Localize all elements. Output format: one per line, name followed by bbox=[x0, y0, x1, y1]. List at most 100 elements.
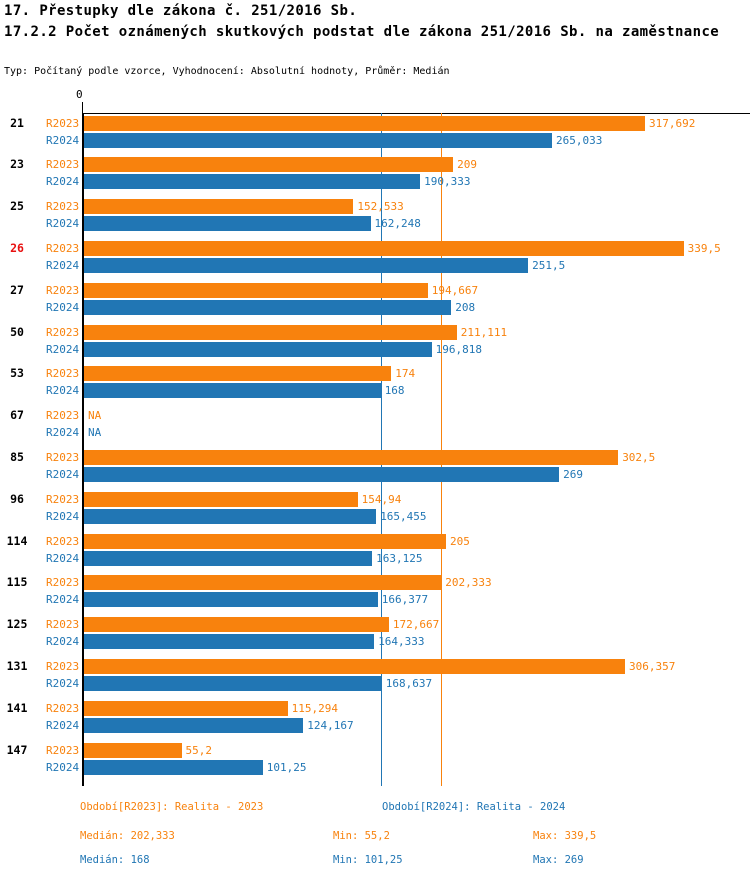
bar-r2024 bbox=[84, 508, 377, 524]
bar-r2024 bbox=[84, 257, 529, 273]
series-label-r2024: R2024 bbox=[46, 133, 80, 147]
series-label-r2023: R2023 bbox=[46, 659, 80, 673]
bar-value-label-r2024: 168,637 bbox=[385, 676, 433, 690]
series-label-r2023: R2023 bbox=[46, 158, 80, 172]
series-label-r2024: R2024 bbox=[46, 676, 80, 690]
series-label-r2024: R2024 bbox=[46, 384, 80, 398]
bar-value-label-r2024: 163,125 bbox=[376, 551, 423, 565]
category-label: 115 bbox=[6, 575, 28, 590]
bar-value-label-r2024: 168 bbox=[384, 384, 405, 398]
series-label-r2024: R2024 bbox=[46, 342, 80, 356]
category-label: 147 bbox=[6, 742, 28, 757]
bar-value-label-r2023: 302,5 bbox=[622, 450, 656, 464]
bar-r2024 bbox=[84, 216, 371, 232]
bar-value-label-r2024: 251,5 bbox=[532, 258, 566, 272]
bar-r2024 bbox=[84, 383, 381, 399]
bar-r2024 bbox=[84, 466, 560, 482]
series-label-r2023: R2023 bbox=[46, 241, 80, 255]
bar-r2024 bbox=[84, 174, 421, 190]
median-line-r2024 bbox=[380, 113, 382, 786]
series-label-r2023: R2023 bbox=[46, 743, 80, 757]
bar-r2024 bbox=[84, 592, 378, 608]
bar-value-label-r2023: 205 bbox=[450, 534, 470, 548]
category-label: 21 bbox=[10, 115, 24, 130]
bar-r2024 bbox=[84, 550, 373, 566]
series-label-r2023: R2023 bbox=[46, 409, 80, 423]
legend-r2024: Období[R2024]: Realita - 2024 bbox=[382, 801, 566, 813]
series-label-r2023: R2023 bbox=[46, 325, 80, 339]
bar-value-label-r2024: 165,455 bbox=[380, 509, 427, 523]
series-label-r2024: R2024 bbox=[46, 258, 80, 272]
bar-value-label-r2023: 154,94 bbox=[361, 492, 402, 506]
series-label-r2024: R2024 bbox=[46, 217, 80, 231]
bar-r2023 bbox=[84, 617, 389, 633]
na-label-r2023: NA bbox=[88, 409, 102, 423]
series-label-r2024: R2024 bbox=[46, 718, 80, 732]
bar-r2023 bbox=[84, 157, 454, 173]
series-label-r2023: R2023 bbox=[46, 116, 80, 130]
category-label: 23 bbox=[10, 157, 24, 172]
bar-value-label-r2024: 124,167 bbox=[307, 718, 354, 732]
x-axis-line bbox=[82, 113, 750, 114]
series-label-r2023: R2023 bbox=[46, 200, 80, 214]
bar-value-label-r2023: 174 bbox=[395, 367, 416, 381]
category-label: 141 bbox=[6, 700, 28, 715]
category-label: 53 bbox=[10, 366, 24, 381]
category-label: 96 bbox=[10, 491, 24, 506]
bar-value-label-r2023: 55,2 bbox=[185, 743, 213, 757]
series-label-r2023: R2023 bbox=[46, 701, 80, 715]
category-label: 26 bbox=[10, 240, 24, 255]
series-label-r2023: R2023 bbox=[46, 283, 80, 297]
bar-r2024 bbox=[84, 299, 452, 315]
series-label-r2023: R2023 bbox=[46, 367, 80, 381]
bar-r2023 bbox=[84, 366, 392, 382]
series-label-r2024: R2024 bbox=[46, 426, 80, 440]
page-title-line1: 17. Přestupky dle zákona č. 251/2016 Sb. bbox=[4, 3, 358, 19]
bar-r2024 bbox=[84, 634, 375, 650]
series-label-r2023: R2023 bbox=[46, 492, 80, 506]
series-label-r2024: R2024 bbox=[46, 509, 80, 523]
bar-r2023 bbox=[84, 575, 442, 591]
stat-max-r2024: Max: 269 bbox=[533, 854, 584, 866]
bar-r2024 bbox=[84, 717, 304, 733]
stat-min-r2023: Min: 55,2 bbox=[333, 830, 390, 842]
bar-r2023 bbox=[84, 240, 684, 256]
legend-r2023: Období[R2023]: Realita - 2023 bbox=[80, 801, 264, 813]
stat-min-r2024: Min: 101,25 bbox=[333, 854, 403, 866]
bar-value-label-r2024: 190,333 bbox=[424, 175, 471, 189]
series-label-r2024: R2024 bbox=[46, 635, 80, 649]
series-label-r2023: R2023 bbox=[46, 534, 80, 548]
category-label: 114 bbox=[6, 533, 28, 548]
series-label-r2023: R2023 bbox=[46, 618, 80, 632]
category-label: 85 bbox=[10, 449, 24, 464]
bar-value-label-r2024: 196,818 bbox=[435, 342, 482, 356]
bar-value-label-r2023: 202,333 bbox=[445, 576, 492, 590]
bar-r2024 bbox=[84, 341, 432, 357]
series-label-r2023: R2023 bbox=[46, 576, 80, 590]
bar-value-label-r2024: 162,248 bbox=[374, 217, 421, 231]
na-label-r2024: NA bbox=[88, 426, 102, 440]
bar-r2024 bbox=[84, 675, 382, 691]
series-label-r2024: R2024 bbox=[46, 300, 80, 314]
bar-r2023 bbox=[84, 533, 446, 549]
bar-value-label-r2023: 115,294 bbox=[291, 701, 338, 715]
bar-value-label-r2023: 339,5 bbox=[687, 241, 721, 255]
bar-r2023 bbox=[84, 658, 625, 674]
series-label-r2024: R2024 bbox=[46, 593, 80, 607]
category-label: 25 bbox=[10, 199, 24, 214]
bar-value-label-r2024: 265,033 bbox=[556, 133, 603, 147]
series-label-r2023: R2023 bbox=[46, 450, 80, 464]
bar-value-label-r2023: 211,111 bbox=[460, 325, 508, 339]
category-label: 131 bbox=[6, 658, 28, 673]
chart-subtitle: Typ: Počítaný podle vzorce, Vyhodnocení:… bbox=[4, 66, 450, 77]
category-label: 67 bbox=[10, 408, 24, 423]
series-label-r2024: R2024 bbox=[46, 760, 80, 774]
bar-r2023 bbox=[84, 449, 619, 465]
bar-value-label-r2023: 306,357 bbox=[629, 659, 676, 673]
bar-value-label-r2023: 194,667 bbox=[431, 283, 479, 297]
series-label-r2024: R2024 bbox=[46, 551, 80, 565]
bar-r2023 bbox=[84, 199, 354, 215]
bar-r2023 bbox=[84, 491, 358, 507]
